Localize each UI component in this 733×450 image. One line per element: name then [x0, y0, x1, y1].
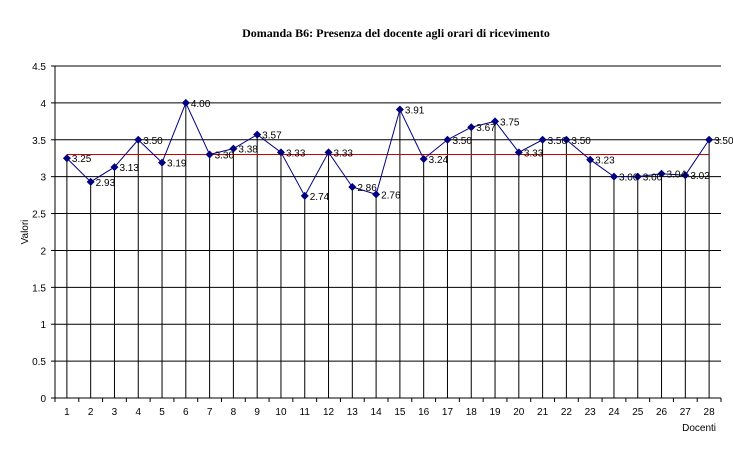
x-tick-label: 17	[442, 407, 454, 418]
x-tick-label: 9	[254, 407, 260, 418]
x-tick-label: 15	[394, 407, 406, 418]
y-tick-label: 3	[40, 173, 46, 184]
x-tick-label: 26	[656, 407, 668, 418]
data-label: 3.00	[619, 173, 639, 184]
data-point	[538, 135, 547, 144]
data-point	[514, 148, 523, 157]
x-tick-label: 4	[135, 407, 141, 418]
x-tick-label: 23	[585, 407, 597, 418]
y-tick-label: 0	[40, 394, 46, 405]
data-point	[205, 150, 214, 159]
x-tick-label: 2	[88, 407, 94, 418]
data-label: 3.33	[286, 148, 306, 159]
data-point	[86, 177, 95, 186]
data-label: 3.50	[548, 136, 568, 147]
data-point	[62, 154, 71, 163]
data-point	[300, 191, 309, 200]
data-label: 3.75	[500, 117, 520, 128]
x-tick-label: 3	[112, 407, 118, 418]
data-point	[586, 155, 595, 164]
data-point	[134, 135, 143, 144]
x-tick-label: 5	[159, 407, 165, 418]
x-tick-label: 10	[275, 407, 287, 418]
x-tick-label: 8	[231, 407, 237, 418]
y-tick-label: 2.5	[32, 210, 46, 221]
data-point	[253, 130, 262, 139]
x-tick-label: 19	[489, 407, 501, 418]
data-label: 2.74	[310, 192, 330, 203]
x-tick-label: 7	[207, 407, 213, 418]
x-tick-label: 6	[183, 407, 189, 418]
x-tick-label: 21	[537, 407, 549, 418]
y-tick-label: 0.5	[32, 357, 46, 368]
data-label: 3.25	[72, 154, 92, 165]
x-tick-label: 20	[513, 407, 525, 418]
y-tick-label: 1	[40, 320, 46, 331]
data-point	[110, 163, 119, 172]
data-point	[276, 148, 285, 157]
data-label: 3.13	[119, 163, 139, 174]
data-label: 3.23	[595, 156, 615, 167]
x-tick-label: 11	[300, 407, 311, 418]
data-label: 3.50	[714, 136, 733, 147]
data-label: 3.04	[667, 170, 687, 181]
data-point	[443, 135, 452, 144]
x-tick-label: 22	[561, 407, 573, 418]
x-tick-label: 25	[632, 407, 644, 418]
y-axis-label: Valori	[20, 220, 31, 245]
data-label: 3.50	[452, 136, 472, 147]
x-tick-label: 14	[371, 407, 383, 418]
y-tick-label: 2	[40, 246, 46, 257]
y-tick-label: 3.5	[32, 136, 46, 147]
y-tick-label: 1.5	[32, 283, 46, 294]
data-label: 3.91	[405, 106, 425, 117]
data-point	[395, 105, 404, 114]
data-point	[324, 148, 333, 157]
data-label: 2.76	[381, 190, 401, 201]
data-label: 3.57	[262, 131, 282, 142]
data-point	[633, 172, 642, 181]
data-point	[609, 172, 618, 181]
chart-title: Domanda B6: Presenza del docente agli or…	[242, 26, 550, 40]
data-label: 3.33	[334, 148, 354, 159]
data-label: 3.02	[690, 171, 710, 182]
data-label: 3.50	[571, 136, 591, 147]
series-line	[66, 101, 710, 197]
x-tick-label: 27	[680, 407, 692, 418]
data-point	[158, 158, 167, 167]
data-point	[491, 117, 500, 126]
data-label: 3.00	[643, 173, 663, 184]
data-point	[681, 171, 690, 180]
data-label: 2.93	[96, 178, 116, 189]
y-tick-label: 4	[40, 99, 46, 110]
data-point	[562, 135, 571, 144]
data-point	[705, 135, 714, 144]
data-label: 3.19	[167, 159, 187, 170]
y-tick-label: 4.5	[32, 62, 46, 73]
data-label: 3.38	[238, 145, 258, 156]
data-point	[657, 169, 666, 178]
data-point	[419, 154, 428, 163]
data-point	[229, 144, 238, 153]
data-point	[348, 182, 357, 191]
x-tick-label: 18	[466, 407, 478, 418]
data-label: 3.33	[524, 148, 544, 159]
x-tick-label: 28	[704, 407, 716, 418]
x-tick-label: 24	[608, 407, 620, 418]
data-label: 3.50	[143, 136, 163, 147]
data-point	[181, 98, 190, 107]
data-label: 4.00	[191, 99, 211, 110]
x-tick-label: 13	[347, 407, 359, 418]
data-label: 3.30	[215, 151, 235, 162]
data-label: 3.24	[429, 155, 449, 166]
data-label: 3.67	[476, 123, 496, 134]
x-axis-label: Docenti	[682, 423, 716, 434]
x-tick-label: 12	[323, 407, 335, 418]
data-point	[467, 123, 476, 132]
data-label: 2.86	[357, 183, 377, 194]
x-tick-label: 16	[418, 407, 430, 418]
x-tick-label: 1	[64, 407, 70, 418]
data-point	[372, 190, 381, 199]
